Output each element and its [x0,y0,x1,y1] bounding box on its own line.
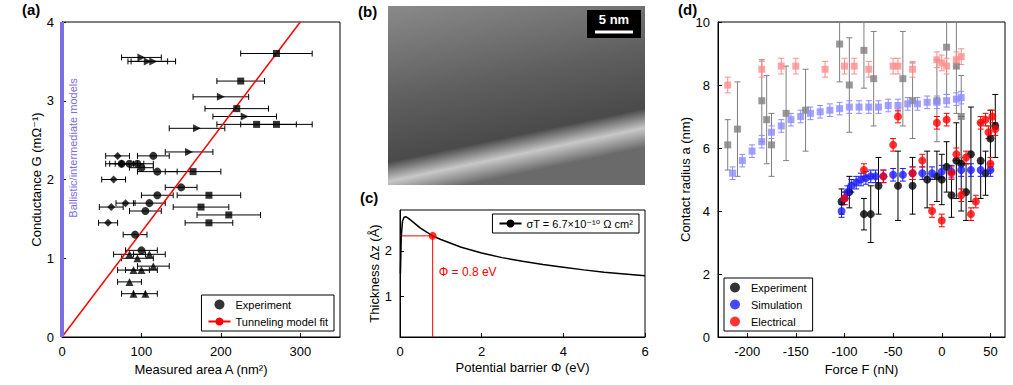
svg-text:Simulation: Simulation [751,299,802,311]
svg-text:-100: -100 [831,344,857,359]
svg-text:Ballistic/intermediate models: Ballistic/intermediate models [67,78,79,218]
svg-text:200: 200 [210,344,232,359]
svg-text:2: 2 [478,344,485,359]
svg-text:0: 0 [47,330,54,345]
svg-text:(d): (d) [678,1,697,18]
svg-text:-150: -150 [783,344,809,359]
svg-text:Force F (nN): Force F (nN) [825,362,899,377]
svg-text:0: 0 [396,344,403,359]
svg-text:Thickness Δz (Å): Thickness Δz (Å) [367,224,382,322]
svg-text:2: 2 [47,172,54,187]
svg-text:6: 6 [641,344,648,359]
svg-text:0: 0 [938,344,945,359]
svg-text:σT = 6.7×10⁻¹⁰ Ω cm²: σT = 6.7×10⁻¹⁰ Ω cm² [526,218,633,230]
svg-text:Contact radius a (nm): Contact radius a (nm) [678,117,693,242]
svg-text:-50: -50 [884,344,903,359]
svg-text:0: 0 [703,330,710,345]
svg-text:100: 100 [131,344,153,359]
svg-text:Experiment: Experiment [235,299,291,311]
svg-text:3: 3 [47,93,54,108]
svg-text:Measured area A (nm²): Measured area A (nm²) [135,362,268,377]
svg-text:4: 4 [560,344,567,359]
svg-text:Tunneling model fit: Tunneling model fit [235,316,328,328]
svg-text:Electrical: Electrical [751,316,796,328]
svg-text:2: 2 [385,243,392,258]
svg-text:(a): (a) [22,1,40,18]
svg-text:4: 4 [703,204,710,219]
svg-text:Potential barrier Φ (eV): Potential barrier Φ (eV) [456,360,590,375]
svg-text:1: 1 [385,289,392,304]
svg-text:10: 10 [696,15,710,30]
svg-text:Experiment: Experiment [751,282,807,294]
svg-text:(b): (b) [358,3,377,20]
svg-text:-200: -200 [734,344,760,359]
svg-text:5 nm: 5 nm [599,12,629,27]
svg-text:Φ = 0.8 eV: Φ = 0.8 eV [439,265,497,279]
svg-text:6: 6 [703,141,710,156]
svg-text:(c): (c) [360,189,378,206]
svg-text:1: 1 [47,251,54,266]
svg-text:2: 2 [703,267,710,282]
svg-text:4: 4 [47,15,54,30]
svg-text:0: 0 [58,344,65,359]
svg-text:8: 8 [703,78,710,93]
svg-text:Conductance G (mΩ⁻¹): Conductance G (mΩ⁻¹) [29,112,44,246]
svg-text:300: 300 [289,344,311,359]
svg-text:50: 50 [983,344,997,359]
